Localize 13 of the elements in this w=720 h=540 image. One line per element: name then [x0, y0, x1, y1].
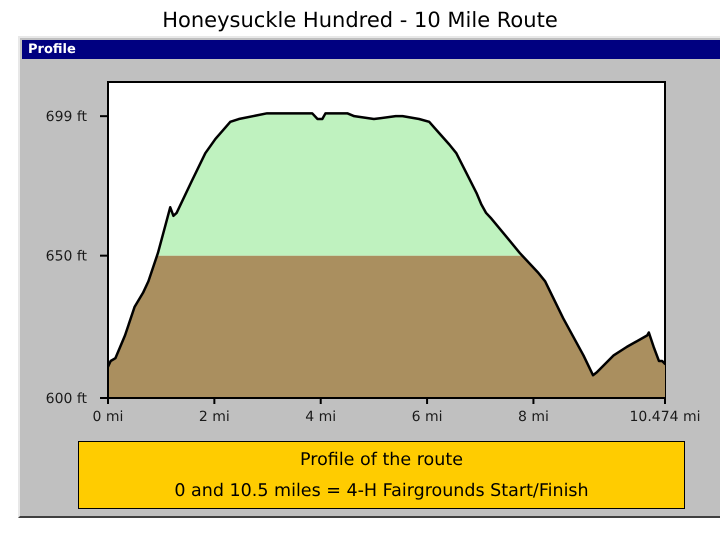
x-tick-label: 10.474 mi — [630, 408, 700, 425]
y-tick-label: 650 ft — [46, 248, 88, 265]
x-tick-label: 2 mi — [198, 408, 230, 425]
chart-title: Honeysuckle Hundred - 10 Mile Route — [161, 7, 559, 34]
x-tick-label: 4 mi — [305, 408, 336, 425]
text: Profile of the route — [300, 448, 463, 470]
y-tick-label: 699 ft — [46, 109, 88, 126]
text: 0 and 10.5 miles = 4-H Fairgrounds Start/Finish — [174, 480, 589, 502]
x-tick-label: 8 mi — [518, 408, 549, 425]
x-tick-label: 6 mi — [412, 408, 443, 425]
x-tick-label: 0 mi — [92, 408, 124, 425]
y-tick-label: 600 ft — [46, 390, 88, 407]
chart-subtitle: Profile — [28, 41, 76, 59]
